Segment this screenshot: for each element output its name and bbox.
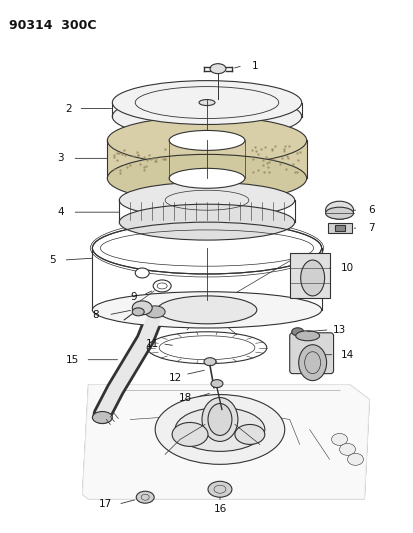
Text: 1: 1 [251,61,258,71]
Ellipse shape [199,100,214,106]
Ellipse shape [153,280,171,292]
Ellipse shape [112,80,301,125]
Ellipse shape [300,260,324,296]
Bar [107,140,306,179]
Ellipse shape [207,403,231,435]
Text: 13: 13 [332,325,345,335]
Ellipse shape [119,182,294,218]
Text: 5: 5 [49,255,56,265]
Ellipse shape [112,94,301,139]
Ellipse shape [119,204,294,240]
Text: 14: 14 [340,350,353,360]
Ellipse shape [211,379,223,387]
Ellipse shape [92,222,321,274]
FancyBboxPatch shape [289,333,333,374]
Text: 3: 3 [57,154,64,163]
Ellipse shape [234,424,264,445]
Text: 7: 7 [367,223,374,233]
Ellipse shape [325,201,353,219]
Ellipse shape [325,207,353,219]
Ellipse shape [92,411,112,424]
Ellipse shape [135,268,149,278]
Text: 8: 8 [92,310,98,320]
Bar [334,225,344,231]
Ellipse shape [136,491,154,503]
Ellipse shape [204,358,216,366]
Ellipse shape [207,481,231,497]
Text: 15: 15 [66,354,79,365]
Text: 6: 6 [367,205,374,215]
Ellipse shape [107,117,306,164]
Text: 11: 11 [145,339,159,349]
Ellipse shape [295,331,319,341]
Text: 10: 10 [340,263,353,273]
Polygon shape [82,385,368,499]
Text: 9: 9 [130,292,136,302]
Bar [92,248,321,310]
Ellipse shape [291,328,303,336]
Ellipse shape [202,398,237,441]
Text: 18: 18 [178,393,191,402]
Text: 12: 12 [168,373,181,383]
Ellipse shape [157,296,256,324]
Bar [327,223,351,233]
Ellipse shape [169,131,244,150]
Ellipse shape [169,168,244,188]
Ellipse shape [132,308,144,316]
Bar [289,253,329,298]
Ellipse shape [347,454,363,465]
Ellipse shape [331,433,347,446]
Ellipse shape [92,292,321,328]
Ellipse shape [155,394,284,464]
Text: 17: 17 [98,499,112,509]
Text: 16: 16 [213,504,226,514]
Ellipse shape [209,63,225,74]
Text: 4: 4 [57,207,64,217]
Ellipse shape [339,443,355,455]
Ellipse shape [132,301,152,315]
Text: 2: 2 [65,103,71,114]
Ellipse shape [172,423,207,447]
Ellipse shape [145,306,165,318]
Ellipse shape [107,155,306,202]
Ellipse shape [175,408,264,451]
Text: 90314  300C: 90314 300C [9,19,96,32]
Ellipse shape [298,345,326,381]
